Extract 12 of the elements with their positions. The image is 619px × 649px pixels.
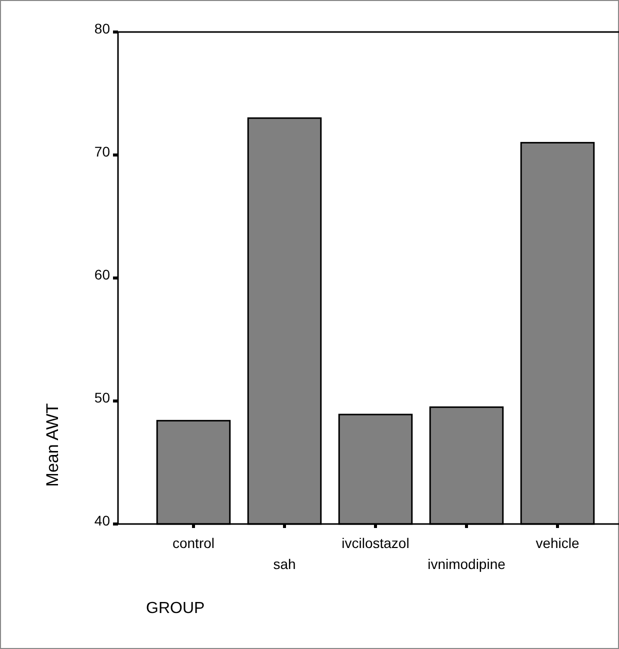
x-tick-label: ivcilostazol [342,535,410,551]
y-axis-title: Mean AWT [43,403,62,487]
y-tick-label: 80 [94,20,110,36]
x-tick-label: control [172,535,215,551]
y-tick-label: 40 [94,512,110,528]
x-tick-label: vehicle [536,535,580,551]
x-tick-label: sah [273,556,296,572]
x-tick-label: ivnimodipine [428,556,506,572]
y-tick-label: 50 [94,389,110,406]
y-tick-label: 60 [94,266,110,282]
x-axis-title: GROUP [146,600,205,617]
y-tick-label: 70 [94,143,110,160]
